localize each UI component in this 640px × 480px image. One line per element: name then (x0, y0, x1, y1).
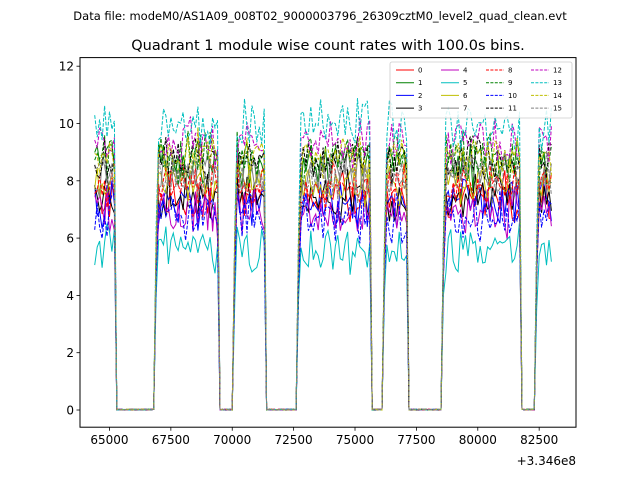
series-line-8 (94, 158, 552, 411)
x-tick-label: 72500 (275, 433, 313, 447)
legend-label-8: 8 (508, 67, 512, 75)
series-line-15 (94, 150, 552, 411)
legend-label-11: 11 (508, 105, 517, 113)
legend-label-1: 1 (418, 79, 422, 87)
series-line-4 (94, 186, 552, 411)
legend-label-4: 4 (463, 67, 468, 75)
series-line-11 (94, 135, 552, 411)
x-tick-label: 75000 (336, 433, 374, 447)
y-axis: 0 2 4 6 8 10 12 (59, 60, 80, 418)
series-line-13 (94, 98, 552, 411)
series-line-12 (94, 116, 552, 411)
y-tick-label: 12 (59, 60, 74, 74)
y-tick-label: 2 (66, 346, 74, 360)
legend-label-6: 6 (463, 92, 468, 100)
legend-label-10: 10 (508, 92, 517, 100)
plot-frame (79, 57, 577, 428)
series-line-6 (94, 157, 552, 411)
legend-label-2: 2 (418, 92, 422, 100)
x-offset-label: +3.346e8 (517, 454, 576, 468)
legend-label-3: 3 (418, 105, 422, 113)
x-tick-label: 82500 (520, 433, 558, 447)
x-tick-label: 77500 (397, 433, 435, 447)
series-line-14 (94, 127, 552, 411)
legend-box (389, 61, 573, 119)
figure-suptitle: Data file: modeM0/AS1A09_008T02_90000037… (73, 9, 567, 23)
legend-label-5: 5 (463, 79, 467, 87)
series-line-10 (94, 189, 552, 411)
y-tick-label: 4 (66, 289, 74, 303)
legend-label-15: 15 (553, 105, 562, 113)
legend-label-9: 9 (508, 79, 512, 87)
legend-label-14: 14 (553, 92, 562, 100)
y-tick-label: 0 (66, 404, 74, 418)
y-tick-label: 6 (66, 232, 74, 246)
legend-label-7: 7 (463, 105, 467, 113)
legend-label-0: 0 (418, 67, 422, 75)
series-layer (94, 98, 552, 411)
legend-label-12: 12 (553, 67, 562, 75)
x-tick-label: 70000 (213, 433, 251, 447)
chart-title: Quadrant 1 module wise count rates with … (131, 38, 525, 54)
y-tick-label: 10 (59, 117, 74, 131)
y-tick-label: 8 (66, 174, 74, 188)
x-tick-label: 67500 (152, 433, 190, 447)
series-line-5 (94, 222, 552, 411)
x-tick-label: 65000 (90, 433, 128, 447)
x-axis: 65000 67500 70000 72500 75000 77500 80000 82500 (90, 427, 558, 447)
x-tick-label: 80000 (459, 433, 497, 447)
legend-label-13: 13 (553, 79, 562, 87)
